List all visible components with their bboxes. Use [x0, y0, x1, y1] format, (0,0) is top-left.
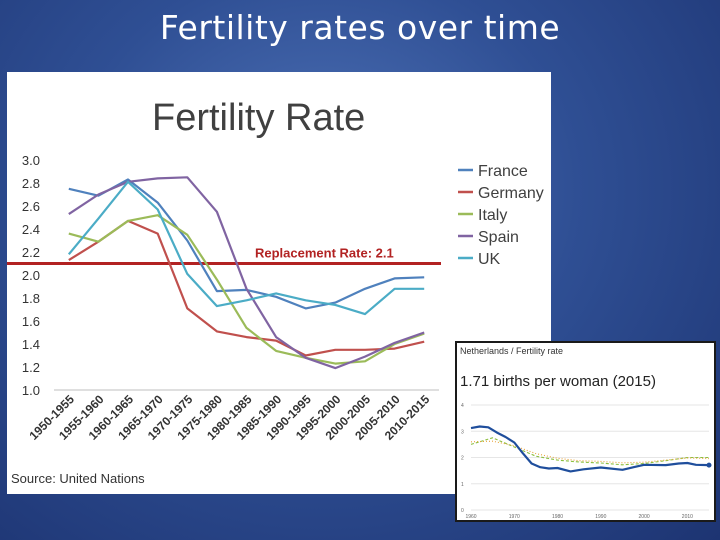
fertility-chart-panel: Fertility Rate 1.0 1.2 1.4 1.6 1.8 2.0 2.2 2.4 2… [7, 72, 551, 494]
replacement-rate-label: Replacement Rate: 2.1 [255, 246, 394, 261]
chart-title: Fertility Rate [152, 97, 365, 139]
y-tick-label: 2.4 [22, 222, 40, 237]
y-tick-label: 2.8 [22, 176, 40, 191]
series-line-spain [68, 176, 425, 370]
legend-label: France [478, 163, 528, 180]
legend-label: Italy [478, 207, 507, 224]
y-tick-label: 2.0 [22, 268, 40, 283]
legend-label: Spain [478, 229, 519, 246]
legend-label: UK [478, 251, 501, 268]
inset-header: Netherlands / Fertility rate [460, 346, 563, 356]
netherlands-inset-panel: Netherlands / Fertility rate 1.71 births… [455, 341, 716, 522]
y-tick-label: 1.8 [22, 291, 40, 306]
y-tick-label: 1.2 [22, 360, 40, 375]
fertility-rate-chart: Fertility Rate 1.0 1.2 1.4 1.6 1.8 2.0 2.2 2.4 2… [7, 97, 544, 486]
inset-x-tick-label: 1980 [552, 514, 563, 520]
inset-series-line [470, 437, 709, 466]
inset-axes: 0 1 2 3 4 1960 1970 1980 1990 2000 2010 [461, 403, 709, 520]
chart-series [67, 176, 425, 370]
y-tick-label: 3.0 [22, 153, 40, 168]
inset-endpoint-marker [706, 462, 712, 468]
inset-y-tick-label: 3 [461, 429, 464, 435]
legend-label: Germany [478, 185, 544, 202]
chart-axes: 1.01.21.41.61.82.02.22.42.62.83.01950-19… [22, 153, 439, 443]
inset-x-tick-label: 2000 [639, 514, 650, 520]
y-tick-label: 2.6 [22, 199, 40, 214]
y-tick-label: 1.4 [22, 337, 40, 352]
y-tick-label: 1.6 [22, 314, 40, 329]
series-line-uk [67, 180, 425, 316]
inset-x-tick-label: 1990 [595, 514, 606, 520]
inset-x-tick-label: 1960 [465, 514, 476, 520]
inset-series-line [470, 440, 710, 464]
source-note: Source: United Nations [11, 471, 145, 486]
netherlands-fertility-chart: Netherlands / Fertility rate 1.71 births… [460, 346, 712, 520]
inset-y-tick-label: 1 [461, 482, 464, 488]
inset-x-tick-label: 1970 [509, 514, 520, 520]
chart-legend: France Germany Italy Spain UK [458, 163, 544, 268]
y-tick-label: 2.2 [22, 245, 40, 260]
series-line-italy [68, 214, 425, 365]
inset-headline: 1.71 births per woman (2015) [460, 373, 656, 390]
inset-series-line [470, 425, 710, 473]
slide-title: Fertility rates over time [159, 8, 561, 47]
inset-x-tick-label: 2010 [682, 514, 693, 520]
y-tick-label: 1.0 [22, 383, 40, 398]
replacement-rate-line-group: Replacement Rate: 2.1 [7, 246, 441, 265]
inset-y-tick-label: 4 [461, 403, 464, 409]
inset-y-tick-label: 0 [461, 508, 464, 514]
inset-series [470, 425, 712, 473]
inset-y-tick-label: 2 [461, 456, 464, 462]
